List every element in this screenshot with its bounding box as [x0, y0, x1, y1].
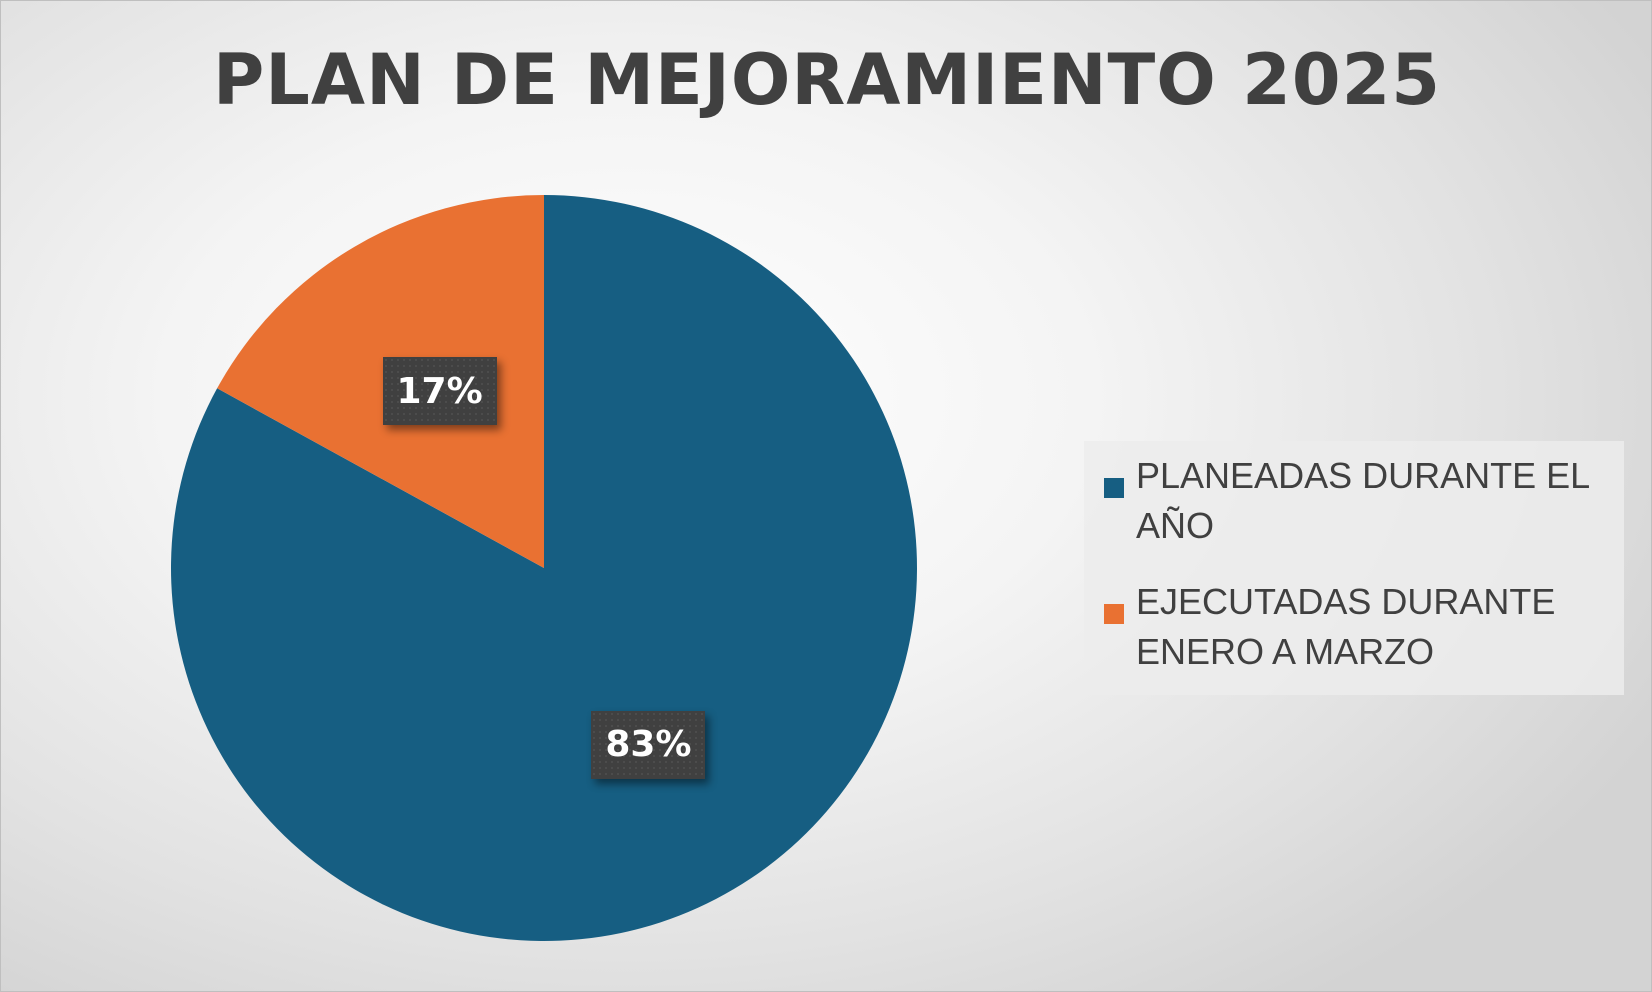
legend-label-planeadas: PLANEADAS DURANTE EL AÑO: [1136, 455, 1589, 546]
pie-slice-planeadas: [170, 195, 917, 941]
pie-slice-ejecutadas: [217, 195, 544, 568]
data-label-planeadas: 83%: [591, 710, 706, 779]
legend-item-planeadas: PLANEADAS DURANTE EL AÑO: [1104, 451, 1606, 551]
legend-swatch-ejecutadas: [1104, 604, 1124, 624]
legend: PLANEADAS DURANTE EL AÑO EJECUTADAS DURA…: [1084, 441, 1624, 695]
legend-label-ejecutadas: EJECUTADAS DURANTE ENERO A MARZO: [1136, 581, 1556, 672]
chart-title: PLAN DE MEJORAMIENTO 2025: [213, 39, 1441, 121]
legend-swatch-planeadas: [1104, 478, 1124, 498]
legend-item-ejecutadas: EJECUTADAS DURANTE ENERO A MARZO: [1104, 577, 1606, 677]
data-label-ejecutadas: 17%: [382, 357, 497, 426]
